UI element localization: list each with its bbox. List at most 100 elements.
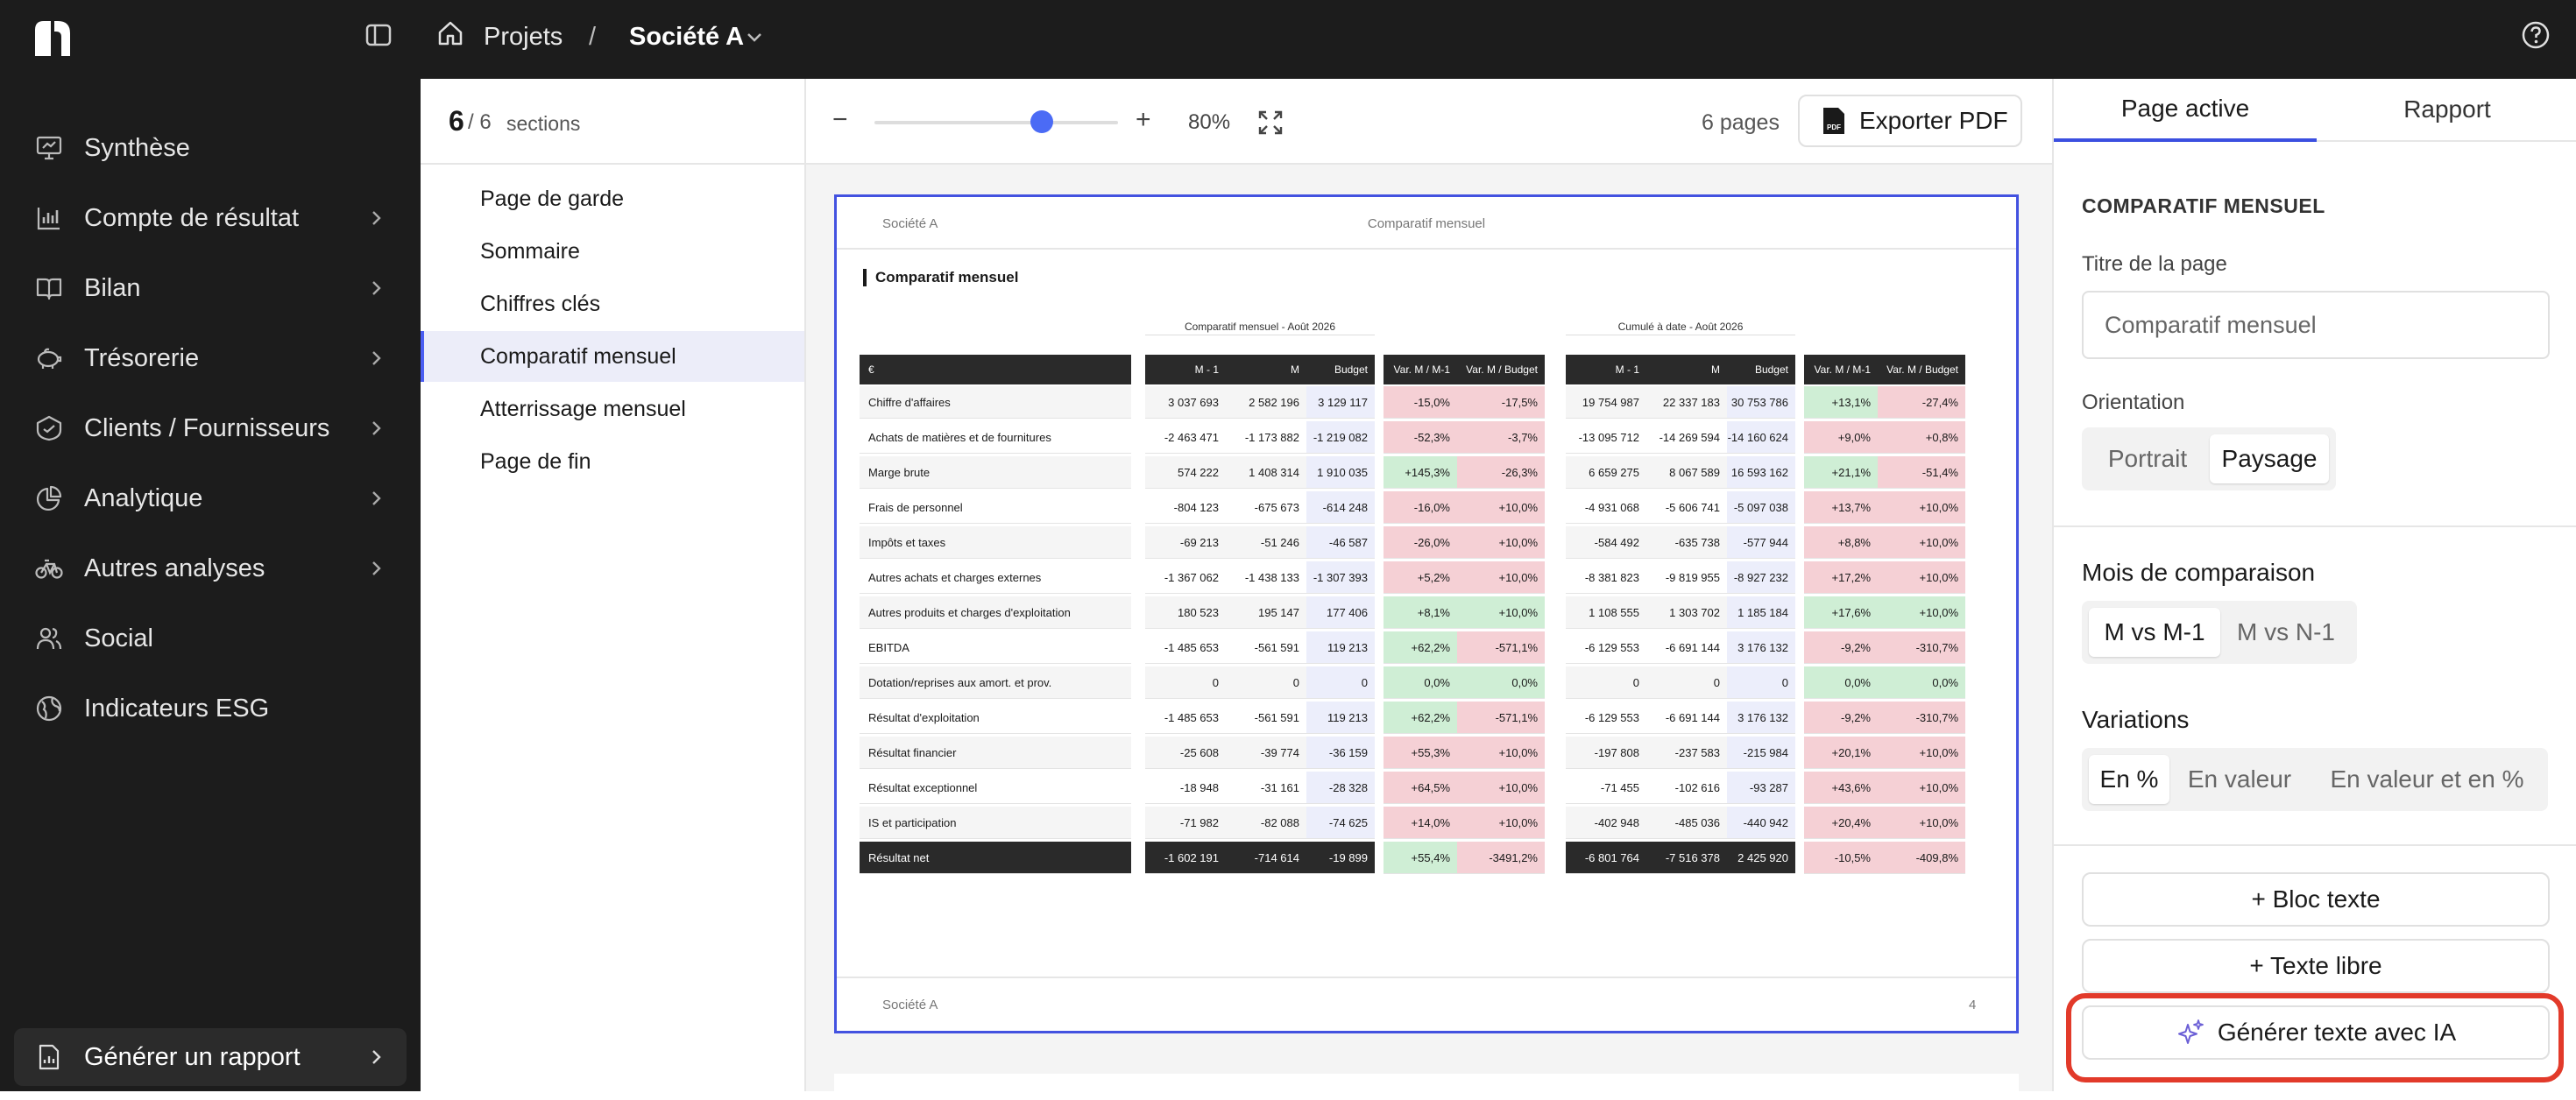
sidebar-item-bilan[interactable]: Bilan: [14, 259, 407, 317]
section-item[interactable]: Page de garde: [480, 186, 625, 211]
table-cell: +13,7%: [1804, 491, 1878, 524]
preview-area: − + 80% 6 pages PDF Exporter PDF Société…: [806, 79, 2052, 1100]
export-pdf-button[interactable]: PDF Exporter PDF: [1798, 95, 2022, 147]
sidebar-item-indicateurs-esg[interactable]: Indicateurs ESG: [14, 680, 407, 737]
table-cell: 2 582 196: [1226, 386, 1306, 419]
table-cell: +64,5%: [1384, 772, 1457, 804]
sidebar-item-autres-analyses[interactable]: Autres analyses: [14, 539, 407, 597]
table-column-header: Budget: [1727, 355, 1795, 384]
add-free-text-button[interactable]: + Texte libre: [2082, 939, 2550, 993]
section-item[interactable]: Page de fin: [480, 448, 591, 474]
table-cell: 0,0%: [1384, 666, 1457, 699]
table-cell: -561 591: [1226, 631, 1306, 664]
variations-pct-option[interactable]: En %: [2089, 755, 2169, 804]
table-cell: -1 485 653: [1145, 702, 1226, 734]
orientation-paysage-option[interactable]: Paysage: [2210, 434, 2329, 483]
table-cell: -571,1%: [1457, 702, 1545, 734]
table-column-header: €: [860, 355, 1131, 384]
piggy-bank-icon: [37, 348, 62, 369]
table-cell: -675 673: [1226, 491, 1306, 524]
report-page[interactable]: Société A Comparatif mensuel Comparatif …: [834, 194, 2019, 1033]
table-cell: 119 213: [1306, 631, 1375, 664]
sections-word: sections: [506, 112, 581, 135]
breadcrumb-company[interactable]: Société A: [629, 22, 745, 51]
table-cell: +62,2%: [1384, 702, 1457, 734]
table-cell: -635 738: [1646, 526, 1727, 559]
generate-ai-text-button[interactable]: Générer texte avec IA: [2082, 1005, 2550, 1060]
page-title-label: Titre de la page: [2082, 252, 2227, 276]
table-cell: -310,7%: [1878, 702, 1965, 734]
table-cell: +10,0%: [1878, 526, 1965, 559]
table-cell: +17,6%: [1804, 596, 1878, 629]
zoom-out-button[interactable]: −: [832, 105, 848, 134]
chevron-down-icon[interactable]: [743, 26, 766, 49]
table-group-header: Cumulé à date - Août 2026: [1566, 318, 1795, 335]
sidebar-item-social[interactable]: Social: [14, 610, 407, 667]
table-cell: +10,0%: [1878, 596, 1965, 629]
table-cell: -3491,2%: [1457, 842, 1545, 874]
orientation-portrait-option[interactable]: Portrait: [2107, 445, 2188, 472]
table-cell: -1 485 653: [1145, 631, 1226, 664]
table-cell: +8,1%: [1384, 596, 1457, 629]
export-pdf-label: Exporter PDF: [1859, 107, 2008, 134]
next-page-preview[interactable]: [834, 1074, 2019, 1100]
sidebar-item-clients-fournisseurs[interactable]: Clients / Fournisseurs: [14, 399, 407, 457]
page-title: Comparatif mensuel: [863, 269, 1018, 286]
variations-value-option[interactable]: En valeur: [2187, 765, 2292, 793]
variations-value-pct-option[interactable]: En valeur et en %: [2330, 765, 2524, 793]
table-cell: -6 691 144: [1646, 631, 1727, 664]
sidebar-item-compte-de-resultat[interactable]: Compte de résultat: [14, 189, 407, 247]
sections-total-count: / 6: [468, 110, 492, 134]
page-footer-divider: [837, 977, 2016, 978]
table-cell: -571,1%: [1457, 631, 1545, 664]
section-item[interactable]: Sommaire: [480, 238, 580, 264]
table-cell: -36 159: [1306, 737, 1375, 769]
presentation-icon: [36, 136, 62, 160]
table-cell: +10,0%: [1878, 561, 1965, 594]
table-cell: 574 222: [1145, 456, 1226, 489]
zoom-in-button[interactable]: +: [1136, 105, 1151, 134]
section-item[interactable]: Atterrissage mensuel: [480, 396, 686, 421]
app-logo-icon[interactable]: [32, 18, 74, 60]
book-icon: [36, 278, 62, 300]
sections-panel: 6 / 6 sections Page de garde Sommaire Ch…: [421, 79, 806, 1091]
zoom-slider-track[interactable]: [874, 121, 1118, 124]
comparison-m-vs-m1-option[interactable]: M vs M-1: [2089, 608, 2220, 657]
breadcrumb-projets[interactable]: Projets: [484, 22, 563, 51]
comparison-m-vs-n1-option[interactable]: M vs N-1: [2237, 618, 2335, 645]
add-text-block-button[interactable]: + Bloc texte: [2082, 872, 2550, 927]
zoom-slider-handle[interactable]: [1030, 110, 1053, 133]
tab-rapport[interactable]: Rapport: [2317, 79, 2576, 142]
sidebar-toggle-icon[interactable]: [364, 21, 393, 49]
bike-icon: [35, 559, 63, 579]
table-cell: 22 337 183: [1646, 386, 1727, 419]
table-cell: 3 176 132: [1727, 702, 1795, 734]
help-icon[interactable]: [2520, 19, 2551, 51]
table-cell: +10,0%: [1878, 807, 1965, 839]
sidebar-item-synthese[interactable]: Synthèse: [14, 119, 407, 177]
section-item[interactable]: Chiffres clés: [480, 291, 601, 316]
table-cell: -409,8%: [1878, 842, 1965, 874]
table-cell: 3 129 117: [1306, 386, 1375, 419]
table-cell: -16,0%: [1384, 491, 1457, 524]
sidebar-item-generer-rapport[interactable]: Générer un rapport: [14, 1028, 407, 1086]
table-cell: 6 659 275: [1566, 456, 1646, 489]
panel-divider: [2054, 525, 2576, 527]
table-cell: 0: [1145, 666, 1226, 699]
zoom-value: 80%: [1188, 110, 1231, 134]
table-cell: +10,0%: [1457, 596, 1545, 629]
table-column-header: Var. M / M-1: [1384, 355, 1457, 384]
tab-page-active[interactable]: Page active: [2054, 79, 2317, 142]
sidebar-item-tresorerie[interactable]: Trésorerie: [14, 329, 407, 387]
table-cell: -2 463 471: [1145, 421, 1226, 454]
sidebar-item-analytique[interactable]: Analytique: [14, 469, 407, 527]
variations-label: Variations: [2082, 706, 2190, 733]
table-cell: -19 899: [1306, 842, 1375, 874]
home-icon[interactable]: [435, 19, 466, 47]
fullscreen-icon[interactable]: [1256, 109, 1284, 137]
table-row-label: Résultat d'exploitation: [860, 702, 1131, 734]
section-item-active[interactable]: Comparatif mensuel: [421, 331, 804, 382]
page-title-input[interactable]: Comparatif mensuel: [2082, 291, 2550, 359]
table-row-label: Dotation/reprises aux amort. et prov.: [860, 666, 1131, 699]
table-cell: -74 625: [1306, 807, 1375, 839]
